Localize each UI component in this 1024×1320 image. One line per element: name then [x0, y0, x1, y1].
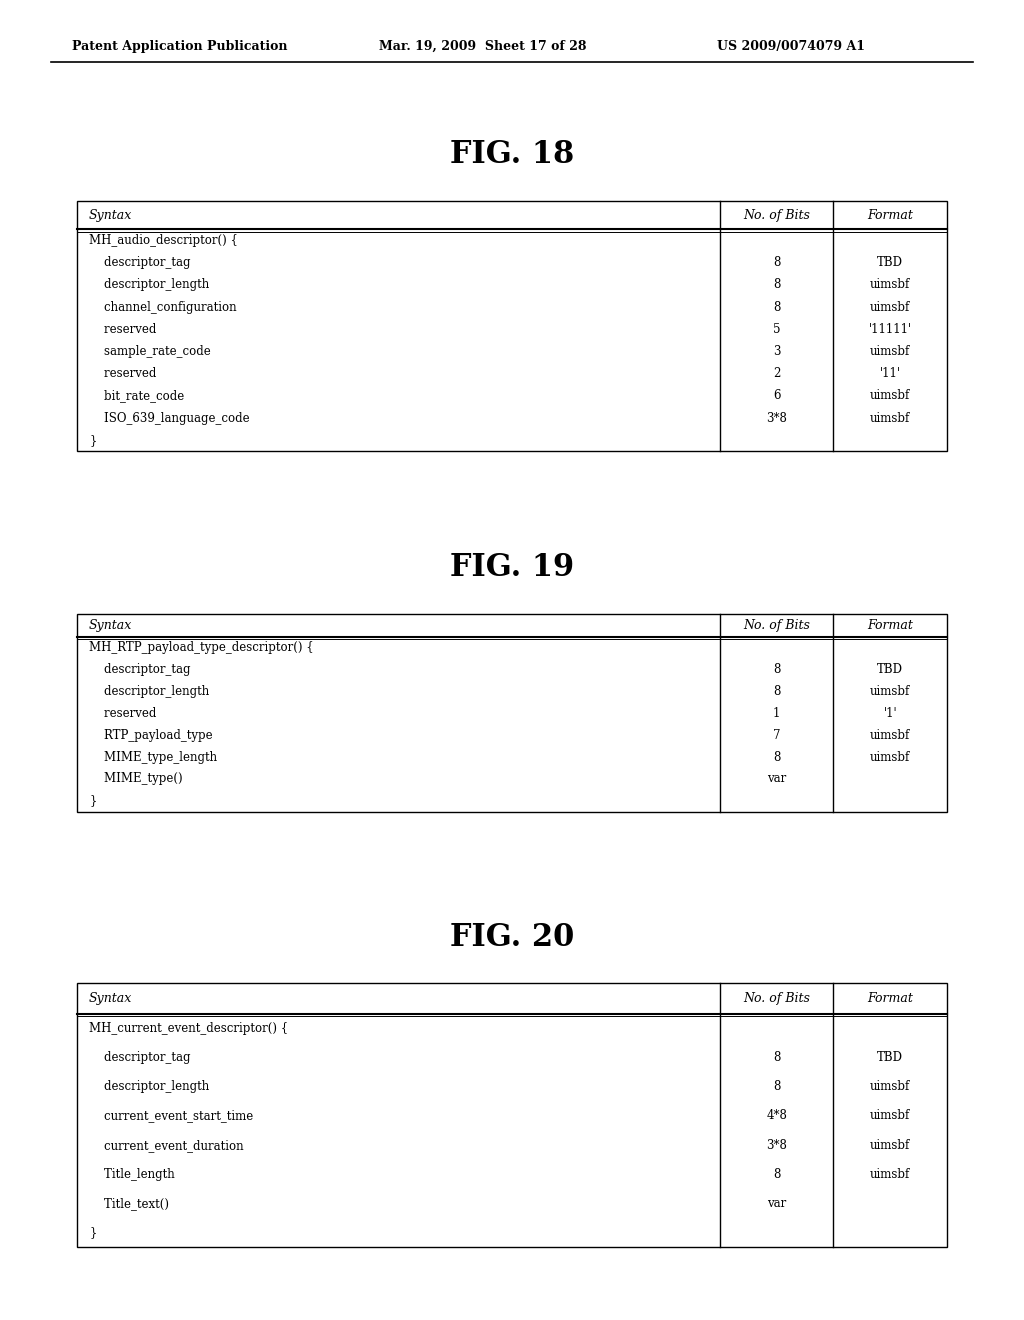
Text: 8: 8	[773, 663, 780, 676]
Text: 5: 5	[773, 323, 780, 335]
Text: 7: 7	[773, 729, 780, 742]
Text: MH_RTP_payload_type_descriptor() {: MH_RTP_payload_type_descriptor() {	[89, 642, 313, 653]
Text: uimsbf: uimsbf	[870, 751, 910, 763]
Text: 6: 6	[773, 389, 780, 403]
Text: descriptor_length: descriptor_length	[89, 279, 209, 292]
Text: channel_configuration: channel_configuration	[89, 301, 237, 314]
Text: 3*8: 3*8	[766, 1139, 787, 1151]
Text: bit_rate_code: bit_rate_code	[89, 389, 184, 403]
Text: reserved: reserved	[89, 323, 157, 335]
Text: var: var	[767, 1197, 786, 1210]
Text: 8: 8	[773, 751, 780, 763]
Text: current_event_duration: current_event_duration	[89, 1139, 244, 1151]
Text: }: }	[89, 795, 96, 808]
Text: ISO_639_language_code: ISO_639_language_code	[89, 412, 250, 425]
Text: TBD: TBD	[878, 1051, 903, 1064]
Text: Format: Format	[867, 619, 913, 632]
Text: Syntax: Syntax	[89, 209, 132, 222]
Text: uimsbf: uimsbf	[870, 389, 910, 403]
Text: 8: 8	[773, 279, 780, 292]
Text: FIG. 19: FIG. 19	[450, 552, 574, 583]
Text: Format: Format	[867, 993, 913, 1005]
Bar	[77, 614, 947, 812]
Text: uimsbf: uimsbf	[870, 279, 910, 292]
Text: Patent Application Publication: Patent Application Publication	[72, 40, 287, 53]
Text: uimsbf: uimsbf	[870, 685, 910, 698]
Text: current_event_start_time: current_event_start_time	[89, 1110, 253, 1122]
Text: var: var	[767, 772, 786, 785]
Text: sample_rate_code: sample_rate_code	[89, 345, 211, 358]
Text: 8: 8	[773, 685, 780, 698]
Text: 2: 2	[773, 367, 780, 380]
Text: Format: Format	[867, 209, 913, 222]
Text: No. of Bits: No. of Bits	[743, 619, 810, 632]
Text: TBD: TBD	[878, 663, 903, 676]
Text: US 2009/0074079 A1: US 2009/0074079 A1	[717, 40, 865, 53]
Text: 3*8: 3*8	[766, 412, 787, 425]
Text: MIME_type_length: MIME_type_length	[89, 751, 217, 763]
Text: Title_text(): Title_text()	[89, 1197, 169, 1210]
Text: Mar. 19, 2009  Sheet 17 of 28: Mar. 19, 2009 Sheet 17 of 28	[379, 40, 587, 53]
Text: FIG. 20: FIG. 20	[450, 921, 574, 953]
Text: 3: 3	[773, 345, 780, 358]
Text: }: }	[89, 434, 96, 447]
Text: 8: 8	[773, 1080, 780, 1093]
Text: uimsbf: uimsbf	[870, 1080, 910, 1093]
Text: uimsbf: uimsbf	[870, 1139, 910, 1151]
Text: uimsbf: uimsbf	[870, 1168, 910, 1181]
Bar	[77, 983, 947, 1247]
Text: '1': '1'	[884, 706, 897, 719]
Text: No. of Bits: No. of Bits	[743, 209, 810, 222]
Text: reserved: reserved	[89, 706, 157, 719]
Text: Title_length: Title_length	[89, 1168, 175, 1181]
Text: uimsbf: uimsbf	[870, 1110, 910, 1122]
Text: descriptor_tag: descriptor_tag	[89, 256, 190, 269]
Text: 8: 8	[773, 256, 780, 269]
Bar	[77, 201, 947, 451]
Text: 8: 8	[773, 1051, 780, 1064]
Text: uimsbf: uimsbf	[870, 301, 910, 314]
Text: uimsbf: uimsbf	[870, 345, 910, 358]
Text: uimsbf: uimsbf	[870, 412, 910, 425]
Text: descriptor_tag: descriptor_tag	[89, 663, 190, 676]
Text: 8: 8	[773, 1168, 780, 1181]
Text: 8: 8	[773, 301, 780, 314]
Text: reserved: reserved	[89, 367, 157, 380]
Text: }: }	[89, 1226, 96, 1239]
Text: MH_audio_descriptor() {: MH_audio_descriptor() {	[89, 234, 238, 247]
Text: '11111': '11111'	[868, 323, 912, 335]
Text: descriptor_tag: descriptor_tag	[89, 1051, 190, 1064]
Text: uimsbf: uimsbf	[870, 729, 910, 742]
Text: 4*8: 4*8	[766, 1110, 787, 1122]
Text: descriptor_length: descriptor_length	[89, 685, 209, 698]
Text: TBD: TBD	[878, 256, 903, 269]
Text: FIG. 18: FIG. 18	[450, 139, 574, 170]
Text: 1: 1	[773, 706, 780, 719]
Text: Syntax: Syntax	[89, 993, 132, 1005]
Text: '11': '11'	[880, 367, 901, 380]
Text: MIME_type(): MIME_type()	[89, 772, 182, 785]
Text: RTP_payload_type: RTP_payload_type	[89, 729, 213, 742]
Text: MH_current_event_descriptor() {: MH_current_event_descriptor() {	[89, 1022, 288, 1035]
Text: descriptor_length: descriptor_length	[89, 1080, 209, 1093]
Text: No. of Bits: No. of Bits	[743, 993, 810, 1005]
Text: Syntax: Syntax	[89, 619, 132, 632]
